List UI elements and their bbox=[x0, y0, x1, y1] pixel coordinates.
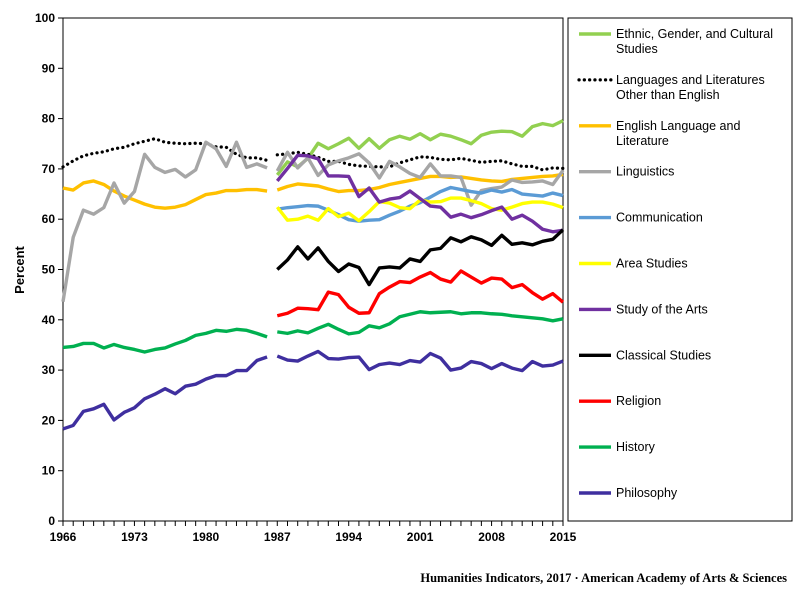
y-tick-label: 90 bbox=[42, 61, 56, 75]
legend-item-communication: Communication bbox=[579, 211, 703, 225]
series-line-study-of-the-arts-pre bbox=[275, 153, 564, 234]
legend-label: Classical Studies bbox=[616, 348, 711, 362]
plot-area bbox=[62, 17, 564, 522]
x-tick-label: 1966 bbox=[50, 530, 77, 544]
x-tick-label: 1994 bbox=[335, 530, 362, 544]
x-tick-label: 1980 bbox=[193, 530, 220, 544]
series-layer bbox=[61, 119, 565, 431]
y-tick-label: 50 bbox=[42, 263, 56, 277]
y-axis-title: Percent bbox=[12, 245, 27, 293]
series-line-philosophy-pre bbox=[62, 355, 268, 431]
legend-box bbox=[567, 17, 793, 522]
x-tick-label: 2015 bbox=[550, 530, 577, 544]
legend-label: Ethnic, Gender, and Cultural Studies bbox=[616, 27, 773, 56]
x-tick-label: 2001 bbox=[407, 530, 434, 544]
x-tick-label: 2008 bbox=[478, 530, 505, 544]
x-axis: 1966 1973 1980 1987 1994 2001 2008 2015 bbox=[50, 521, 577, 544]
y-tick-label: 80 bbox=[42, 112, 56, 126]
legend-label: Communication bbox=[616, 211, 703, 225]
legend-label: Religion bbox=[616, 394, 661, 408]
legend-item-english-language-and-literature: English Language and Literature bbox=[579, 119, 740, 148]
y-tick-label: 60 bbox=[42, 212, 56, 226]
y-tick-label: 70 bbox=[42, 162, 56, 176]
legend-label: English Language and Literature bbox=[616, 119, 740, 148]
legend-item-linguistics: Linguistics bbox=[579, 165, 674, 179]
series-line-history-pre bbox=[62, 327, 268, 354]
series-line-history-post bbox=[277, 310, 564, 336]
legend-label: Languages and Literatures Other than Engl… bbox=[616, 73, 765, 102]
legend-item-ethnic-gender-and-cultural-studies: Ethnic, Gender, and Cultural Studies bbox=[579, 27, 773, 56]
legend-item-study-of-the-arts: Study of the Arts bbox=[579, 302, 708, 316]
legend-label: History bbox=[616, 440, 656, 454]
legend-item-religion: Religion bbox=[579, 394, 661, 408]
x-tick-label: 1987 bbox=[264, 530, 291, 544]
x-tick-label: 1973 bbox=[121, 530, 148, 544]
y-tick-label: 100 bbox=[35, 11, 55, 25]
legend-item-area-studies: Area Studies bbox=[579, 257, 688, 271]
y-tick-label: 40 bbox=[42, 313, 56, 327]
legend-label: Study of the Arts bbox=[616, 302, 708, 316]
legend-label: Philosophy bbox=[616, 486, 678, 500]
source-credit: Humanities Indicators, 2017 · American A… bbox=[420, 571, 787, 585]
series-line-classical-studies-pre bbox=[276, 228, 565, 287]
legend: Ethnic, Gender, and Cultural Studies Langu… bbox=[577, 27, 773, 500]
series-line-communication-pre bbox=[277, 185, 564, 223]
series-line-english-language-and-literature-pre bbox=[62, 179, 268, 210]
y-axis: 0 10 20 30 40 50 60 70 80 90 100 bbox=[35, 11, 63, 528]
legend-item-classical-studies: Classical Studies bbox=[579, 348, 711, 362]
series-line-philosophy-post bbox=[276, 349, 564, 373]
series-line-languages-and-literatures-other-than-english-pre bbox=[61, 137, 269, 169]
legend-item-philosophy: Philosophy bbox=[579, 486, 678, 500]
series-line-linguistics-pre bbox=[61, 140, 268, 302]
y-tick-label: 20 bbox=[42, 413, 56, 427]
legend-label: Area Studies bbox=[616, 257, 688, 271]
legend-label: Linguistics bbox=[616, 165, 674, 179]
legend-item-history: History bbox=[579, 440, 656, 454]
series-line-religion-pre bbox=[276, 269, 565, 318]
series-line-languages-and-literatures-other-than-english-post bbox=[275, 150, 565, 172]
y-tick-label: 30 bbox=[42, 363, 56, 377]
y-tick-label: 0 bbox=[48, 514, 55, 528]
legend-item-languages-and-literatures-other-than-english: Languages and Literatures Other than Engl… bbox=[577, 73, 765, 102]
series-line-ethnic-gender-and-cultural-studies-pre bbox=[275, 119, 564, 176]
y-tick-label: 10 bbox=[42, 464, 56, 478]
